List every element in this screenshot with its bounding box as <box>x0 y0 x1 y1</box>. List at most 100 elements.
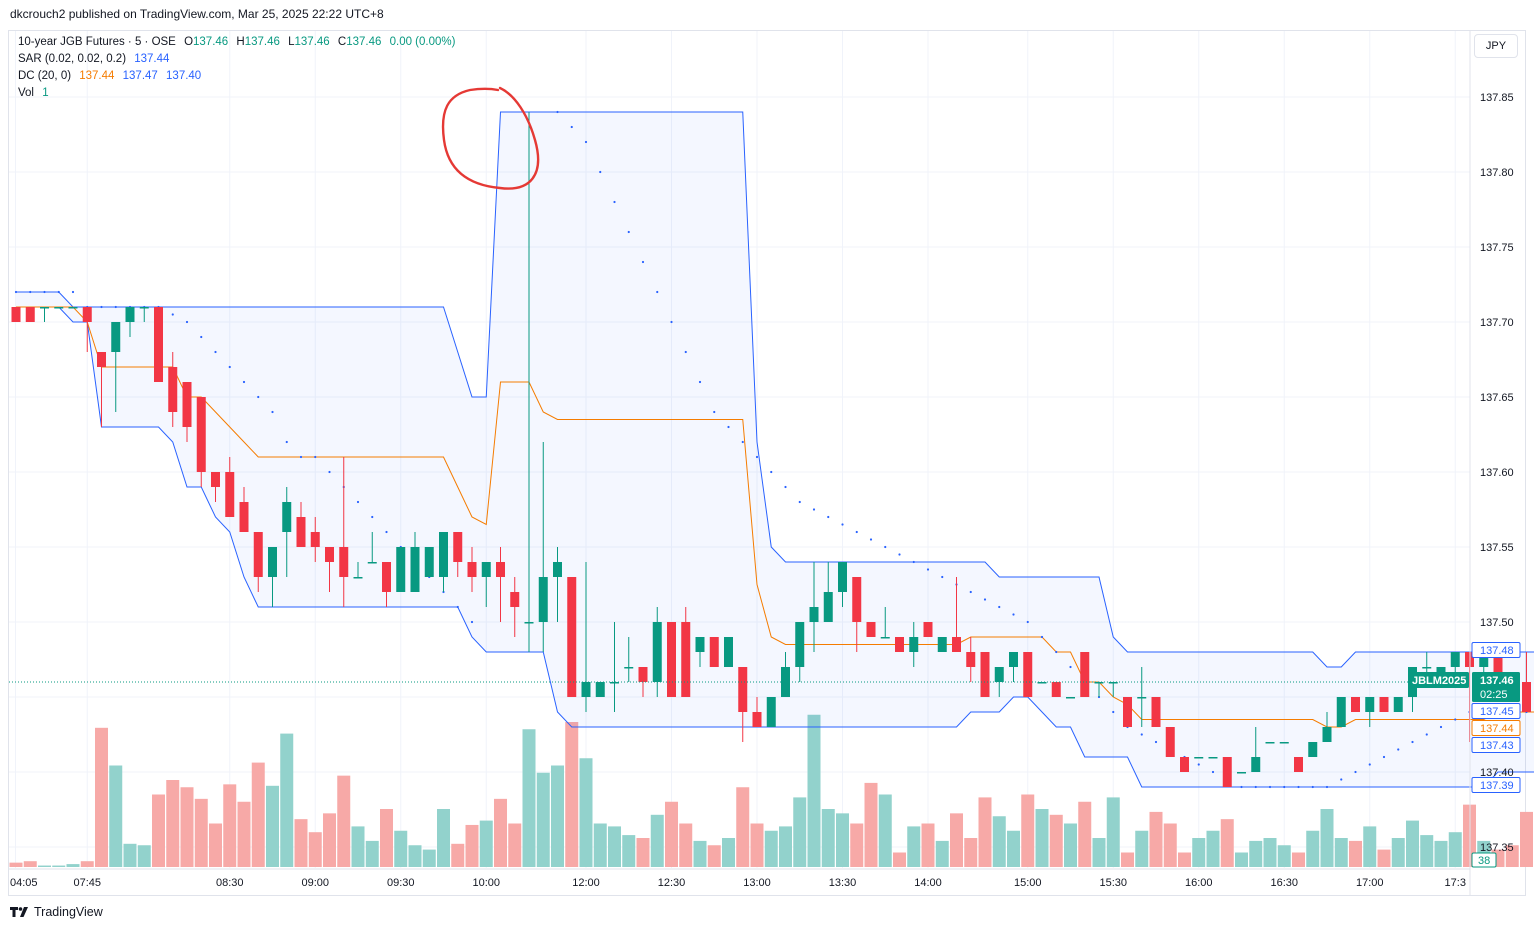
candle <box>353 562 363 579</box>
sar-dot <box>784 485 787 489</box>
candle-body <box>111 322 121 352</box>
volume-bar <box>1021 794 1035 867</box>
volume-bar <box>864 782 878 867</box>
chart-frame[interactable] <box>8 30 1526 896</box>
volume-bar <box>209 823 222 867</box>
volume-bar <box>1263 838 1277 867</box>
candle-body <box>1123 697 1132 727</box>
candle-body <box>980 652 990 697</box>
sar-dot <box>29 290 32 294</box>
legend-vol[interactable]: Vol 1 <box>18 87 54 99</box>
volume-bar <box>1007 830 1020 867</box>
publisher-info: dkcrouch2 published on TradingView.com, … <box>10 7 384 21</box>
legend-dc[interactable]: DC (20, 0) 137.44 137.47 137.40 <box>18 70 206 82</box>
time-axis-label: 08:30 <box>216 877 244 889</box>
time-axis-label: 14:00 <box>914 877 942 889</box>
volume-bar <box>38 865 51 867</box>
sar-dot <box>171 313 174 316</box>
candle <box>1123 697 1132 727</box>
candle-body <box>253 532 263 577</box>
candle-body <box>652 622 662 682</box>
candle <box>880 607 890 639</box>
sar-dot <box>698 380 702 384</box>
sar-dot <box>1211 770 1215 774</box>
legend-sar[interactable]: SAR (0.02, 0.02, 0.2) 137.44 <box>18 53 174 65</box>
candle <box>795 622 805 682</box>
volume-bar <box>351 826 365 867</box>
candle <box>1294 757 1303 772</box>
time-axis-label: 10:00 <box>472 877 500 889</box>
candle-body <box>125 307 135 322</box>
candle <box>781 652 790 697</box>
volume-bar <box>66 864 80 867</box>
candle-body <box>610 682 619 684</box>
volume-bar <box>494 798 507 867</box>
candle-body <box>1051 682 1061 697</box>
sar-dot <box>1026 620 1029 624</box>
sar-dot <box>1069 665 1072 669</box>
price-axis-label: 137.65 <box>1480 392 1514 404</box>
candle-body <box>581 682 591 697</box>
candle-body <box>1237 772 1246 774</box>
candle <box>866 622 876 637</box>
sar-dot <box>214 350 217 354</box>
candle-body <box>1336 697 1346 727</box>
candle-body <box>681 622 691 697</box>
candle-body <box>382 562 391 592</box>
sar-dot <box>14 290 18 294</box>
candle-body <box>1037 682 1047 684</box>
legend-dc-basis: 137.44 <box>79 70 115 82</box>
sar-dot <box>100 305 103 309</box>
volume-bar <box>1049 814 1063 867</box>
price-axis-label: 137.40 <box>1480 767 1514 779</box>
candle <box>809 562 819 652</box>
candle <box>339 457 349 607</box>
candle <box>139 307 149 322</box>
candle <box>40 307 49 322</box>
candle <box>1379 697 1389 712</box>
candle <box>382 562 391 607</box>
time-axis[interactable]: 04:05 07:45 08:30 09:00 09:30 10:00 12:00 12:30… <box>9 868 1470 889</box>
price-axis-label: 137.70 <box>1480 317 1514 329</box>
sar-dot <box>713 410 716 414</box>
candle <box>182 382 192 442</box>
candle-body <box>1322 727 1332 742</box>
volume-bar <box>1092 838 1106 867</box>
legend-open-key: O <box>184 36 194 48</box>
tradingview-brand[interactable]: TradingView <box>10 905 103 919</box>
candle-body <box>695 637 705 652</box>
volume-bar <box>836 813 849 867</box>
volume-bar <box>1135 830 1149 867</box>
volume-bar <box>422 849 436 867</box>
brand-name: TradingView <box>34 905 103 919</box>
volume-bar <box>593 823 607 867</box>
time-axis-label: 12:30 <box>658 877 686 889</box>
volume-bar <box>52 865 66 867</box>
sar-dot <box>1411 740 1414 744</box>
volume-bar <box>337 775 351 867</box>
candle-body <box>1009 652 1018 667</box>
candle-body <box>211 472 220 487</box>
time-axis-label: 16:30 <box>1270 877 1298 889</box>
sar-dot <box>584 140 588 144</box>
volume-bar <box>1448 832 1462 867</box>
candle-body <box>1279 742 1289 744</box>
candle <box>154 307 163 382</box>
currency-button[interactable]: JPY <box>1474 34 1518 58</box>
sar-dot <box>656 290 659 294</box>
candle <box>1522 652 1531 712</box>
volume-bar <box>380 809 393 867</box>
legend-dc-upper: 137.47 <box>122 70 158 82</box>
candle <box>467 547 477 592</box>
sar-dot <box>356 500 360 504</box>
candle-body <box>1222 757 1232 787</box>
sar-dot <box>470 620 474 624</box>
sar-dot <box>1439 725 1443 729</box>
sar-dot <box>755 455 759 459</box>
volume-bar <box>223 784 237 867</box>
candle-body <box>752 712 762 727</box>
sar-dot <box>770 470 773 474</box>
volume-bar <box>1505 845 1519 867</box>
volume-bar <box>23 861 37 867</box>
